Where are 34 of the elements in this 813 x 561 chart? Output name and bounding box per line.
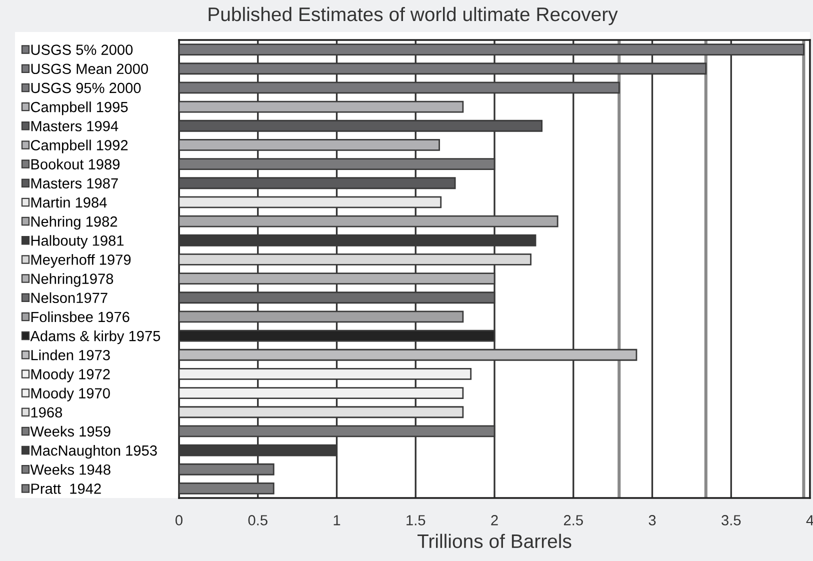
y-tick-label: Nehring 1982 xyxy=(31,216,118,230)
y-tick-label: Folinsbee 1976 xyxy=(31,311,130,322)
y-tick-label: Moody 1970 xyxy=(31,388,110,402)
y-tick-label: USGS Mean 2000 xyxy=(31,64,148,74)
y-tick-label: Adams & kirby 1975 xyxy=(30,330,160,344)
y-tick-label: Nehring1978 xyxy=(31,273,114,287)
y-tick-label: Moody 1972 xyxy=(31,368,110,382)
x-tick-label: 2.5 xyxy=(564,515,583,526)
x-axis-title: Trillions of Barrels xyxy=(418,534,572,548)
x-tick-label: 3 xyxy=(648,515,656,526)
y-tick-label: USGS 95% 2000 xyxy=(31,82,141,94)
y-tick-label: Pratt 1942 xyxy=(31,484,101,494)
y-tick-label: Weeks 1948 xyxy=(30,464,110,475)
y-tick-label: Campbell 1995 xyxy=(30,102,128,116)
y-tick-label: 1968 xyxy=(31,407,62,418)
y-tick-label: Nelson1977 xyxy=(31,292,108,304)
y-tick-label: Meyerhoff 1979 xyxy=(31,254,131,268)
y-tick-label: Campbell 1992 xyxy=(30,140,128,154)
x-tick-label: 0.5 xyxy=(248,515,268,526)
y-tick-label: MacNaughton 1953 xyxy=(31,445,157,459)
x-tick-label: 3.5 xyxy=(722,515,741,526)
x-tick-label: 1 xyxy=(334,515,340,526)
x-tick-label: 2 xyxy=(491,515,498,526)
chart-title: Published Estimates of world ultimate Recovery xyxy=(208,6,618,26)
x-tick-label: 1.5 xyxy=(406,515,426,526)
y-tick-label: Weeks 1959 xyxy=(30,426,110,437)
y-tick-label: Halbouty 1981 xyxy=(31,235,124,249)
y-tick-label: Bookout 1989 xyxy=(31,158,120,170)
y-tick-label: Martin 1984 xyxy=(31,196,107,208)
y-tick-label: Linden 1973 xyxy=(31,350,110,360)
x-tick-label: 0 xyxy=(176,515,182,526)
y-tick-label: Masters 1987 xyxy=(31,178,118,189)
y-tick-label: USGS 5% 2000 xyxy=(31,44,133,55)
y-tick-label: Masters 1994 xyxy=(31,120,118,132)
